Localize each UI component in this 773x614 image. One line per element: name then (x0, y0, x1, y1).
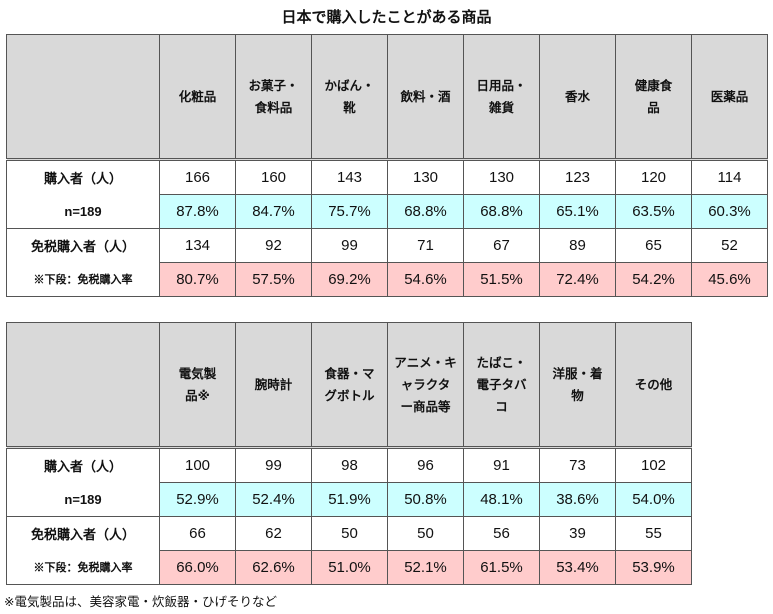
cell-buyers: 114 (691, 159, 768, 195)
cell-taxfree-rate: 45.6% (691, 262, 768, 297)
cell-buyer-rate: 68.8% (463, 194, 540, 229)
cell-taxfree: 39 (539, 516, 616, 551)
column-header: 日用品・ 雑貨 (463, 34, 540, 161)
column-header: かばん・ 靴 (311, 34, 388, 161)
row-label: 免税購入者（人） (6, 516, 160, 551)
cell-buyers: 160 (235, 159, 312, 195)
cell-taxfree: 50 (387, 516, 464, 551)
table-row: 免税購入者（人） 134 92 99 71 67 89 65 52 (6, 228, 768, 263)
column-header: 電気製 品※ (159, 322, 236, 449)
cell-buyers: 120 (615, 159, 692, 195)
row-label: ※下段：免税購入率 (6, 262, 160, 297)
cell-taxfree-rate: 54.6% (387, 262, 464, 297)
cell-taxfree-rate: 51.0% (311, 550, 388, 585)
cell-buyer-rate: 65.1% (539, 194, 616, 229)
cell-taxfree: 55 (615, 516, 692, 551)
column-header: その他 (615, 322, 692, 449)
table-products-2: 電気製 品※ 腕時計 食器・マ グボトル アニメ・キ ャラクタ ー商品等 たばこ・ 電子… (6, 322, 692, 585)
cell-taxfree: 89 (539, 228, 616, 263)
footnote: ※電気製品は、美容家電・炊飯器・ひげそりなど (4, 594, 277, 609)
cell-taxfree-rate: 53.4% (539, 550, 616, 585)
cell-buyers: 102 (615, 447, 692, 483)
cell-taxfree-rate: 66.0% (159, 550, 236, 585)
cell-taxfree: 56 (463, 516, 540, 551)
cell-buyer-rate: 38.6% (539, 482, 616, 517)
header-blank (6, 322, 160, 449)
column-header: 食器・マ グボトル (311, 322, 388, 449)
table-row: 購入者（人） 100 99 98 96 91 73 102 (6, 447, 692, 483)
cell-buyers: 100 (159, 447, 236, 483)
row-label: n=189 (6, 194, 160, 229)
cell-buyers: 123 (539, 159, 616, 195)
cell-taxfree: 92 (235, 228, 312, 263)
table-row: ※下段：免税購入率 80.7% 57.5% 69.2% 54.6% 51.5% 72.4% 5… (6, 262, 768, 297)
row-label: n=189 (6, 482, 160, 517)
cell-buyer-rate: 54.0% (615, 482, 692, 517)
cell-buyers: 73 (539, 447, 616, 483)
cell-buyers: 130 (387, 159, 464, 195)
column-header: 飲料・酒 (387, 34, 464, 161)
cell-taxfree-rate: 80.7% (159, 262, 236, 297)
cell-taxfree-rate: 62.6% (235, 550, 312, 585)
cell-buyer-rate: 84.7% (235, 194, 312, 229)
cell-taxfree-rate: 53.9% (615, 550, 692, 585)
cell-taxfree-rate: 54.2% (615, 262, 692, 297)
column-header: 洋服・着 物 (539, 322, 616, 449)
cell-buyers: 98 (311, 447, 388, 483)
cell-taxfree-rate: 52.1% (387, 550, 464, 585)
cell-taxfree-rate: 51.5% (463, 262, 540, 297)
cell-taxfree-rate: 57.5% (235, 262, 312, 297)
row-label: 購入者（人） (6, 447, 160, 483)
cell-buyers: 91 (463, 447, 540, 483)
cell-taxfree: 52 (691, 228, 768, 263)
cell-taxfree: 62 (235, 516, 312, 551)
cell-buyers: 99 (235, 447, 312, 483)
cell-buyer-rate: 52.9% (159, 482, 236, 517)
cell-taxfree: 134 (159, 228, 236, 263)
cell-taxfree: 67 (463, 228, 540, 263)
cell-taxfree-rate: 69.2% (311, 262, 388, 297)
cell-buyer-rate: 51.9% (311, 482, 388, 517)
column-header: 香水 (539, 34, 616, 161)
cell-buyer-rate: 48.1% (463, 482, 540, 517)
cell-taxfree-rate: 72.4% (539, 262, 616, 297)
column-header: 医薬品 (691, 34, 768, 161)
column-header: アニメ・キ ャラクタ ー商品等 (387, 322, 464, 449)
cell-buyer-rate: 52.4% (235, 482, 312, 517)
column-header: たばこ・ 電子タバ コ (463, 322, 540, 449)
column-header: 化粧品 (159, 34, 236, 161)
cell-buyer-rate: 63.5% (615, 194, 692, 229)
cell-buyers: 166 (159, 159, 236, 195)
cell-taxfree: 50 (311, 516, 388, 551)
table-row: n=189 87.8% 84.7% 75.7% 68.8% 68.8% 65.1% 63.5%… (6, 194, 768, 229)
cell-buyers: 143 (311, 159, 388, 195)
cell-buyers: 96 (387, 447, 464, 483)
cell-buyer-rate: 87.8% (159, 194, 236, 229)
column-header: 健康食 品 (615, 34, 692, 161)
cell-taxfree: 99 (311, 228, 388, 263)
cell-taxfree: 71 (387, 228, 464, 263)
header-blank (6, 34, 160, 161)
table-row: 免税購入者（人） 66 62 50 50 56 39 55 (6, 516, 692, 551)
cell-buyer-rate: 68.8% (387, 194, 464, 229)
row-label: ※下段：免税購入率 (6, 550, 160, 585)
row-label: 購入者（人） (6, 159, 160, 195)
cell-taxfree: 66 (159, 516, 236, 551)
column-header: 腕時計 (235, 322, 312, 449)
row-label: 免税購入者（人） (6, 228, 160, 263)
cell-buyer-rate: 75.7% (311, 194, 388, 229)
cell-buyer-rate: 50.8% (387, 482, 464, 517)
table-row: n=189 52.9% 52.4% 51.9% 50.8% 48.1% 38.6% 54.0% (6, 482, 692, 517)
column-header: お菓子・ 食料品 (235, 34, 312, 161)
cell-taxfree: 65 (615, 228, 692, 263)
table-row: 購入者（人） 166 160 143 130 130 123 120 114 (6, 159, 768, 195)
table-row: ※下段：免税購入率 66.0% 62.6% 51.0% 52.1% 61.5% 53.4% 5… (6, 550, 692, 585)
table-products-1: 化粧品 お菓子・ 食料品 かばん・ 靴飲料・酒 日用品・ 雑貨 香水 健康食 品医薬品 購入… (6, 34, 768, 297)
page-title: 日本で購入したことがある商品 (281, 8, 492, 26)
cell-buyer-rate: 60.3% (691, 194, 768, 229)
cell-taxfree-rate: 61.5% (463, 550, 540, 585)
cell-buyers: 130 (463, 159, 540, 195)
